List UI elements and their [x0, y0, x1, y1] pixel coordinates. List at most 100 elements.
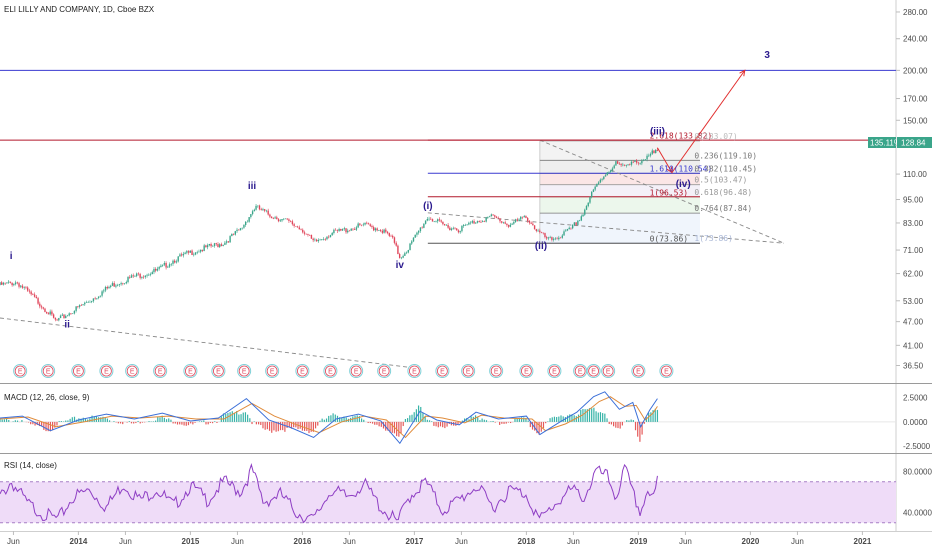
earnings-marker-letter: E: [636, 369, 641, 376]
price-candle: [523, 216, 525, 218]
macd-histogram-bar: [439, 421, 442, 427]
price-candle: [99, 295, 102, 297]
macd-histogram-bar: [446, 421, 448, 427]
price-candle: [544, 233, 546, 238]
price-candle: [424, 220, 427, 224]
earnings-marker-inner: [42, 365, 54, 377]
price-candle: [274, 217, 276, 219]
time-axis[interactable]: Jun 2014 Jun 2015 Jun 2016 Jun 2017 Jun 2018 Jun 20…: [7, 531, 872, 546]
price-candle: [222, 244, 224, 246]
price-candle: [577, 220, 579, 225]
earnings-marker[interactable]: E: [547, 364, 562, 378]
earnings-marker-letter: E: [382, 369, 387, 376]
price-candle: [473, 221, 475, 224]
earnings-marker-inner: [490, 365, 502, 377]
price-candle: [613, 165, 615, 169]
macd-histogram-bar: [255, 421, 258, 425]
price-candle: [584, 209, 586, 215]
time-tick-label: Jun: [7, 537, 20, 546]
macd-histogram-bar: [433, 421, 435, 426]
price-candle: [597, 182, 600, 184]
earnings-marker[interactable]: E: [435, 364, 450, 378]
earnings-marker[interactable]: E: [295, 364, 310, 378]
earnings-marker[interactable]: E: [211, 364, 226, 378]
earnings-marker[interactable]: E: [71, 364, 86, 378]
macd-histogram-bar: [282, 421, 284, 431]
macd-histogram-bar: [402, 421, 404, 427]
price-candle: [234, 231, 236, 235]
price-candle: [26, 287, 29, 291]
earnings-marker[interactable]: E: [183, 364, 198, 378]
fib-level-label: 0.618(96.48): [694, 188, 752, 197]
earnings-marker[interactable]: E: [631, 364, 646, 378]
macd-histogram-bar: [205, 421, 207, 425]
earnings-marker[interactable]: E: [586, 364, 601, 378]
price-candle: [397, 245, 399, 255]
earnings-marker[interactable]: E: [237, 364, 252, 378]
earnings-marker-inner: [154, 365, 166, 377]
macd-histogram-bar: [108, 420, 111, 422]
price-candle: [142, 276, 145, 278]
earnings-marker[interactable]: E: [13, 364, 28, 378]
price-candle: [104, 287, 107, 291]
earnings-marker[interactable]: E: [153, 364, 168, 378]
price-candle: [364, 222, 366, 225]
price-candle: [238, 229, 240, 231]
price-candle: [244, 221, 247, 225]
rsi-axis[interactable]: 80.0000 40.0000: [903, 467, 932, 517]
price-axis[interactable]: 280.00240.00200.00170.00150.00130.00110.…: [896, 8, 928, 371]
price-candle: [483, 221, 486, 222]
earnings-marker[interactable]: E: [377, 364, 392, 378]
price-candle: [251, 211, 254, 215]
price-tick-label: 170.00: [903, 95, 928, 104]
price-candle: [447, 225, 449, 228]
last-price-badge: 128.84: [901, 139, 926, 148]
macd-histogram-bar: [3, 419, 5, 422]
macd-histogram-bar: [236, 411, 238, 422]
price-candle: [253, 209, 256, 212]
earnings-marker[interactable]: E: [573, 364, 588, 378]
price-candle: [6, 282, 8, 284]
macd-histogram-bar: [505, 421, 507, 424]
earnings-marker[interactable]: E: [519, 364, 534, 378]
macd-histogram-bar: [8, 419, 10, 422]
macd-tick-label: -2.5000: [903, 442, 931, 451]
earnings-marker[interactable]: E: [265, 364, 280, 378]
earnings-marker-letter: E: [300, 369, 305, 376]
macd-histogram-bar: [536, 421, 538, 434]
earnings-marker-letter: E: [76, 369, 81, 376]
rsi-line: [0, 463, 658, 524]
wave-label: iv: [396, 260, 405, 271]
earnings-marker[interactable]: E: [407, 364, 422, 378]
earnings-marker[interactable]: E: [601, 364, 616, 378]
price-candle: [283, 218, 285, 220]
price-candle: [528, 220, 531, 223]
earnings-marker[interactable]: E: [461, 364, 476, 378]
fib-level-label: 1(96.53): [650, 188, 689, 197]
earnings-marker[interactable]: E: [99, 364, 114, 378]
fib-level-label: 1(73.86): [694, 234, 733, 243]
macd-histogram-bar: [216, 421, 218, 424]
price-candle: [468, 222, 470, 225]
macd-histogram-bar: [602, 413, 604, 422]
price-candle: [314, 239, 316, 241]
earnings-marker[interactable]: E: [659, 364, 674, 378]
earnings-marker[interactable]: E: [41, 364, 56, 378]
macd-histogram-bar: [271, 421, 273, 433]
earnings-marker[interactable]: E: [489, 364, 504, 378]
macd-axis[interactable]: 2.5000 0.0000 -2.5000: [903, 394, 931, 452]
earnings-marker[interactable]: E: [125, 364, 140, 378]
price-candle: [307, 233, 309, 235]
price-candle: [646, 155, 648, 160]
price-candle: [11, 282, 13, 286]
price-candle: [386, 231, 389, 234]
price-candle: [231, 233, 233, 237]
price-candle: [478, 221, 480, 222]
macd-histogram-bar: [341, 417, 343, 422]
earnings-marker[interactable]: E: [349, 364, 364, 378]
price-candle: [388, 233, 390, 236]
price-candle: [580, 216, 583, 221]
earnings-marker[interactable]: E: [323, 364, 338, 378]
price-candle: [566, 228, 569, 231]
price-candle: [379, 230, 382, 231]
